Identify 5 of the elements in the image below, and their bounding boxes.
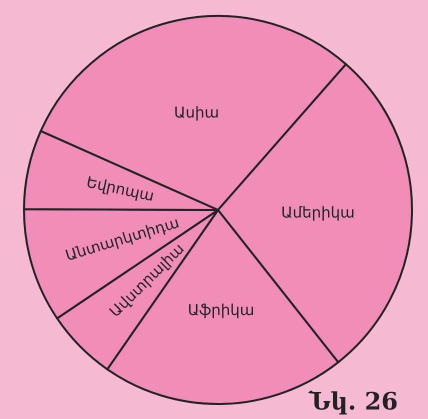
slice-label: Ամերիկա bbox=[281, 204, 355, 222]
text: Նկ. 26 bbox=[308, 386, 398, 416]
slice-label: Աֆրիկա bbox=[188, 300, 254, 319]
slice-label: Ասիա bbox=[174, 103, 220, 122]
slice-label: Եվրոպա bbox=[84, 172, 156, 206]
